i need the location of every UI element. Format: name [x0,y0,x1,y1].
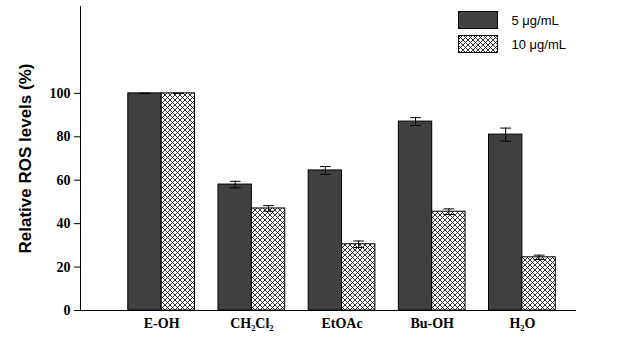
svg-text:80: 80 [57,129,71,144]
svg-text:Relative ROS levels (%): Relative ROS levels (%) [16,64,35,254]
html-text:10 μg/mL: 10 μg/mL [511,36,566,52]
svg-text:CH₂Cl₂: CH₂Cl₂ [230,316,273,331]
svg-text:EtOAc: EtOAc [321,316,362,331]
svg-text:60: 60 [57,173,71,188]
svg-text:100: 100 [50,86,71,101]
svg-text:Bu-OH: Bu-OH [410,316,454,331]
html-text:5 μg/mL: 5 μg/mL [511,12,559,28]
svg-text:40: 40 [57,216,71,231]
svg-text:20: 20 [57,260,71,275]
svg-text:H₂O: H₂O [509,316,535,331]
svg-text:E-OH: E-OH [144,316,180,331]
svg-text:0: 0 [64,303,71,318]
